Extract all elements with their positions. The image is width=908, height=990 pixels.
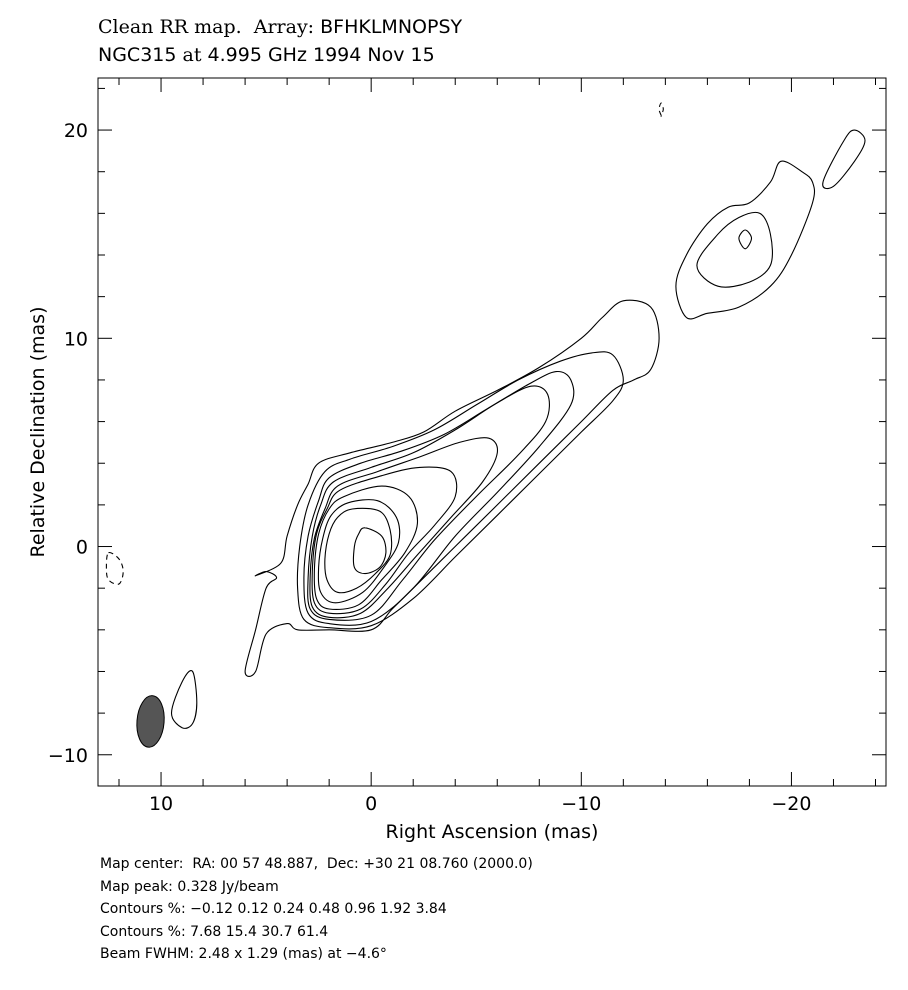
plot-frame (97, 77, 887, 787)
title-array: BFHKLMNOPSY (320, 16, 463, 38)
map-peak-text: Map peak: 0.328 Jy/beam (100, 878, 279, 895)
beam-ellipse (136, 695, 165, 748)
contours-text-2: Contours %: 7.68 15.4 30.7 61.4 (100, 923, 329, 940)
beam-text: Beam FWHM: 2.48 x 1.29 (mas) at −4.6° (100, 946, 387, 962)
contours-text-1: Contours %: −0.12 0.12 0.24 0.48 0.96 1.… (100, 901, 447, 917)
contour-line (738, 229, 753, 250)
contour-line (313, 485, 419, 611)
contour-line (170, 670, 198, 729)
negative-contour (658, 102, 664, 117)
contour-line (303, 370, 575, 626)
x-axis-label: Right Ascension (mas) (386, 821, 599, 843)
y-axis-label: Relative Declination (mas) (27, 307, 49, 558)
x-tick-label: 10 (149, 793, 173, 815)
contour-line (324, 507, 393, 594)
contour-line (675, 160, 816, 320)
title-at: at (182, 44, 202, 66)
y-tick-label: 0 (76, 537, 88, 559)
y-tick-label: −10 (48, 745, 88, 767)
contour-line (309, 437, 499, 619)
contour-line (244, 299, 660, 677)
contour-line (311, 466, 458, 615)
negative-contour (105, 551, 124, 585)
chart-title-line1: Clean RR map. Array: BFHKLMNOPSY (98, 16, 462, 38)
y-tick-label: 20 (64, 120, 88, 142)
x-tick-label: −10 (561, 793, 601, 815)
title-prefix: Clean RR map. Array: (98, 16, 315, 38)
chart-title-line2: NGC315 at 4.995 GHz 1994 Nov 15 (98, 44, 435, 66)
contour-line (352, 527, 387, 575)
plot-axes (97, 77, 887, 787)
title-frequency-date: 4.995 GHz 1994 Nov 15 (207, 44, 435, 66)
contour-lines (105, 102, 866, 748)
map-center-text: Map center: RA: 00 57 48.887, Dec: +30 2… (100, 856, 533, 872)
contour-line (317, 499, 401, 604)
contour-line (307, 385, 550, 621)
map-info: Map center: RA: 00 57 48.887, Dec: +30 2… (100, 853, 533, 966)
x-tick-label: −20 (771, 793, 811, 815)
contour-line (696, 211, 773, 288)
title-source: NGC315 (98, 44, 177, 66)
y-tick-label: 10 (64, 328, 88, 350)
x-tick-label: 0 (365, 793, 377, 815)
tick-labels: 10 0 −10 −20 −10 0 10 20 (48, 120, 812, 815)
contour-line (822, 129, 866, 190)
contour-line (296, 351, 624, 630)
